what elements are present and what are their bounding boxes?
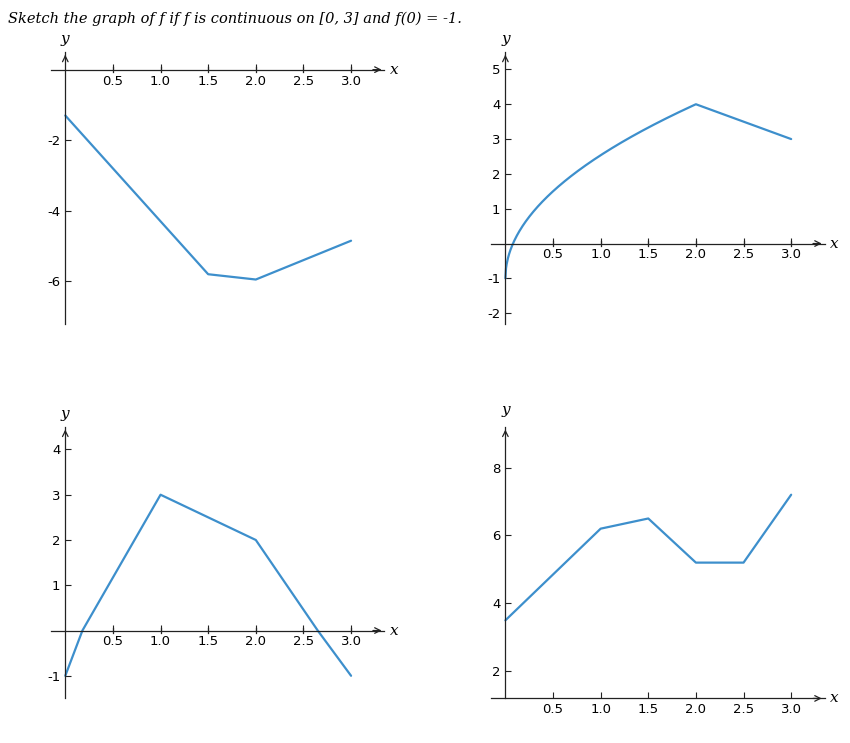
Text: x: x <box>830 692 839 705</box>
Text: x: x <box>830 236 839 250</box>
Text: y: y <box>61 32 70 46</box>
Text: y: y <box>61 406 70 421</box>
Text: x: x <box>390 623 399 637</box>
Text: y: y <box>501 32 510 46</box>
Text: x: x <box>390 62 399 77</box>
Text: y: y <box>501 403 510 417</box>
Text: Sketch the graph of f if f is continuous on [0, 3] and f(0) = -1.: Sketch the graph of f if f is continuous… <box>8 11 462 25</box>
